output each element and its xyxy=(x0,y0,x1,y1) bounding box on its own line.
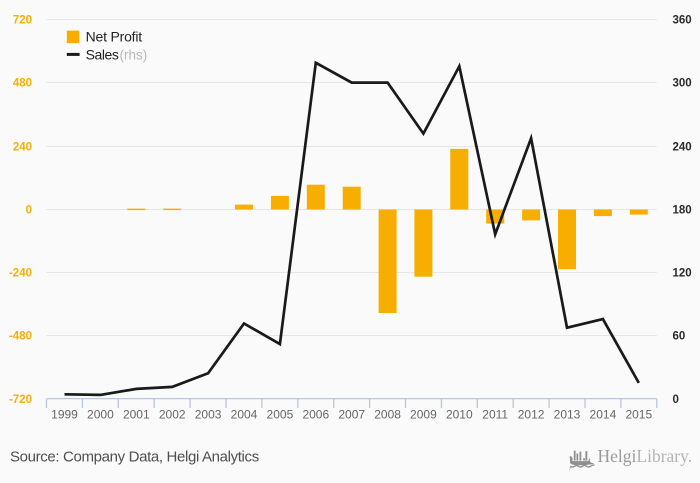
svg-text:2001: 2001 xyxy=(123,408,150,422)
svg-text:HelgiLibrary.: HelgiLibrary. xyxy=(598,446,693,466)
svg-text:240: 240 xyxy=(673,142,692,154)
svg-text:2007: 2007 xyxy=(338,408,365,422)
svg-text:(rhs): (rhs) xyxy=(120,47,148,62)
svg-text:2013: 2013 xyxy=(554,408,581,422)
svg-text:480: 480 xyxy=(13,78,32,90)
svg-text:-720: -720 xyxy=(9,394,32,406)
svg-text:2015: 2015 xyxy=(625,408,652,422)
svg-text:300: 300 xyxy=(673,78,692,90)
svg-text:-240: -240 xyxy=(9,268,32,280)
svg-text:180: 180 xyxy=(673,205,692,217)
svg-text:2011: 2011 xyxy=(482,408,508,422)
svg-text:Net Profit: Net Profit xyxy=(86,29,143,45)
svg-text:360: 360 xyxy=(673,15,692,27)
svg-text:2003: 2003 xyxy=(195,408,222,422)
svg-text:2006: 2006 xyxy=(302,408,329,422)
svg-text:1999: 1999 xyxy=(51,408,78,422)
svg-text:2005: 2005 xyxy=(267,408,294,422)
svg-text:0: 0 xyxy=(26,205,32,217)
svg-text:2010: 2010 xyxy=(446,408,473,422)
svg-text:60: 60 xyxy=(673,331,686,343)
svg-text:120: 120 xyxy=(673,268,692,280)
svg-text:240: 240 xyxy=(13,142,32,154)
svg-text:2002: 2002 xyxy=(159,408,186,422)
svg-text:2014: 2014 xyxy=(590,408,617,422)
svg-text:-480: -480 xyxy=(9,331,32,343)
svg-text:Sales: Sales xyxy=(86,46,119,62)
svg-text:720: 720 xyxy=(13,15,32,27)
svg-text:2004: 2004 xyxy=(231,408,258,422)
svg-text:2009: 2009 xyxy=(410,408,437,422)
svg-text:0: 0 xyxy=(673,394,679,406)
svg-text:2012: 2012 xyxy=(518,408,545,422)
svg-text:Source: Company Data, Helgi An: Source: Company Data, Helgi Analytics xyxy=(10,449,259,466)
svg-text:2008: 2008 xyxy=(374,408,401,422)
svg-text:2000: 2000 xyxy=(87,408,114,422)
